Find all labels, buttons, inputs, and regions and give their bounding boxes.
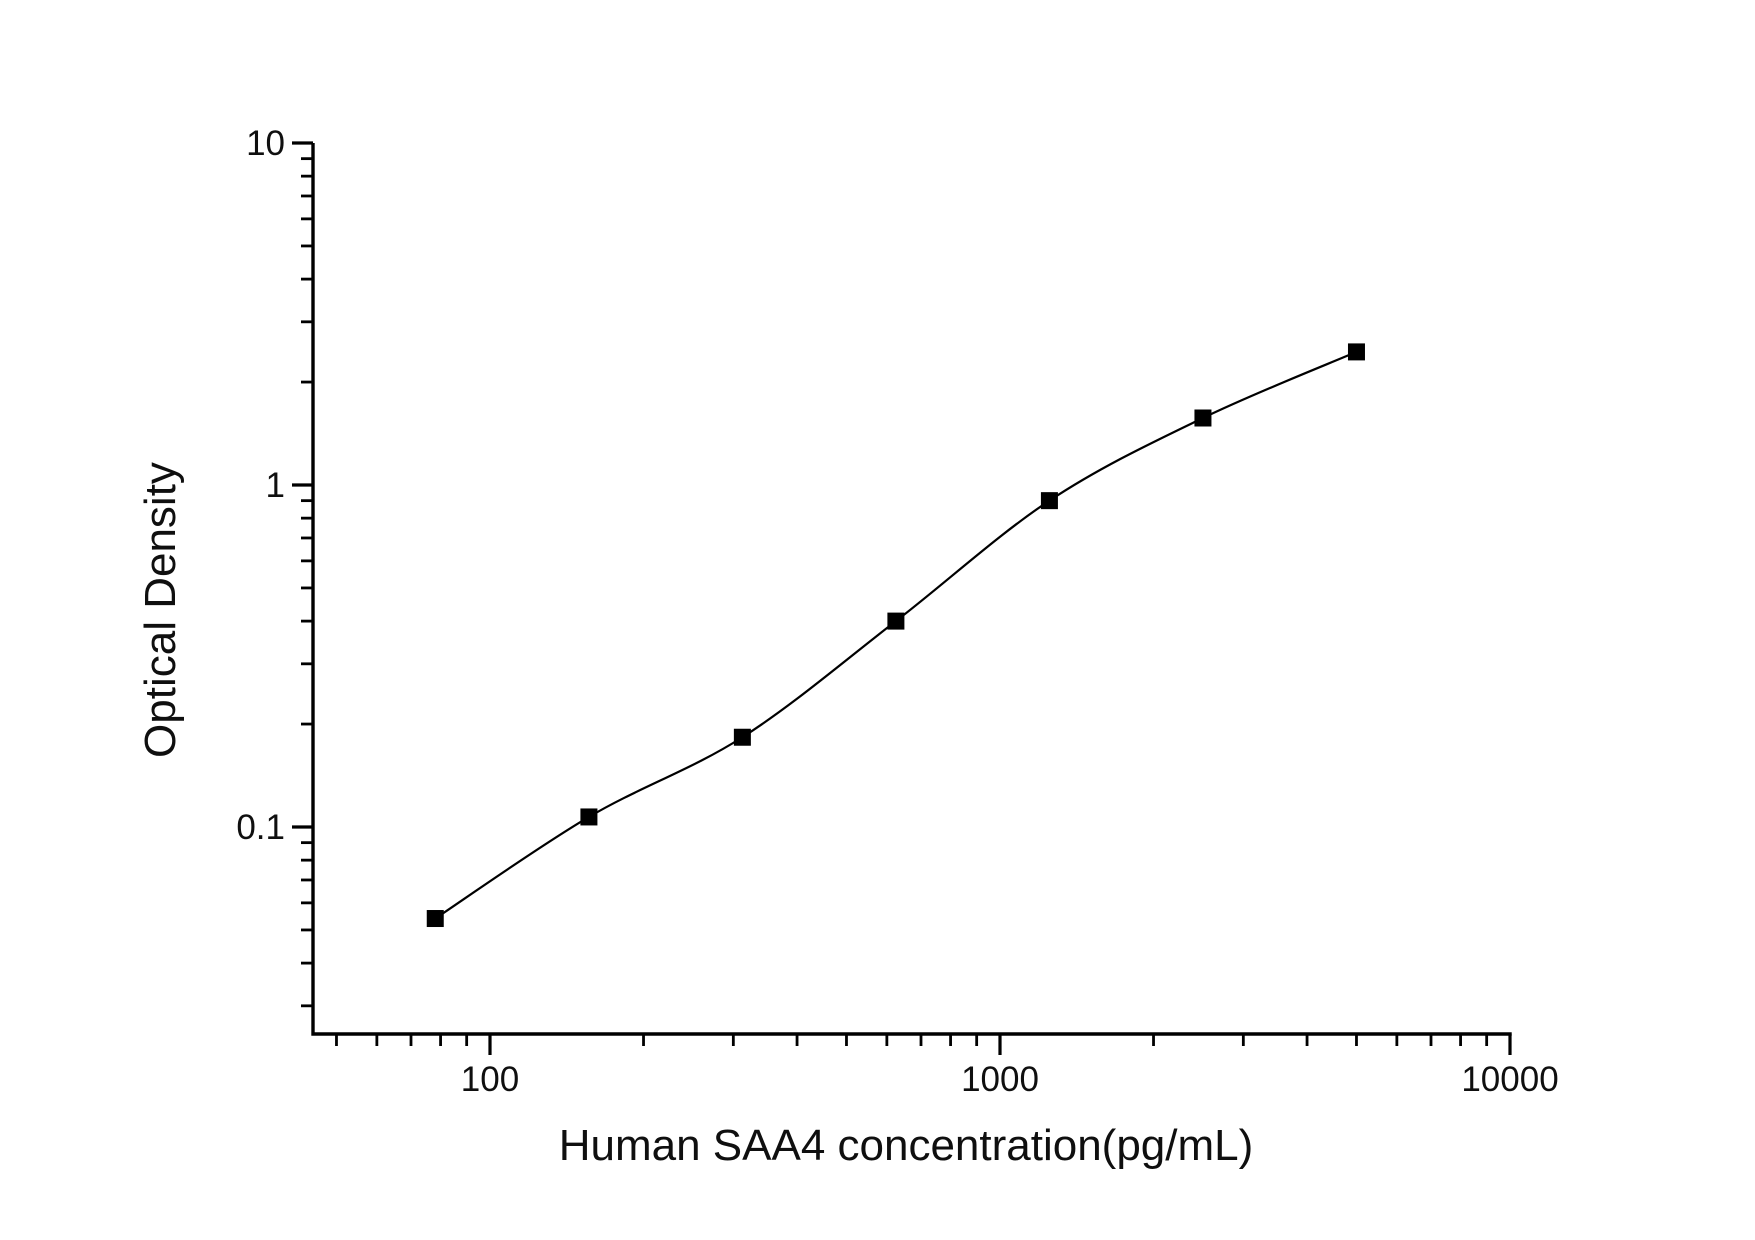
data-point-marker xyxy=(1194,409,1212,427)
x-tick-label: 10000 xyxy=(1461,1060,1558,1099)
data-point-marker xyxy=(733,728,751,746)
standard-curve-line xyxy=(434,350,1357,920)
data-point-marker xyxy=(887,612,905,630)
y-tick-label: 0.1 xyxy=(236,808,285,847)
data-point-marker xyxy=(426,910,444,928)
x-tick-label: 1000 xyxy=(961,1060,1039,1099)
y-axis-title: Optical Density xyxy=(136,462,185,758)
data-point-marker xyxy=(1347,343,1365,361)
axis-spines xyxy=(311,143,1512,1036)
y-tick-label: 10 xyxy=(246,124,285,163)
data-point-marker xyxy=(1040,492,1058,510)
x-axis-title: Human SAA4 concentration(pg/mL) xyxy=(558,1121,1254,1170)
x-tick-label: 100 xyxy=(461,1060,519,1099)
data-point-marker xyxy=(580,808,598,826)
y-tick-label: 1 xyxy=(266,466,285,505)
